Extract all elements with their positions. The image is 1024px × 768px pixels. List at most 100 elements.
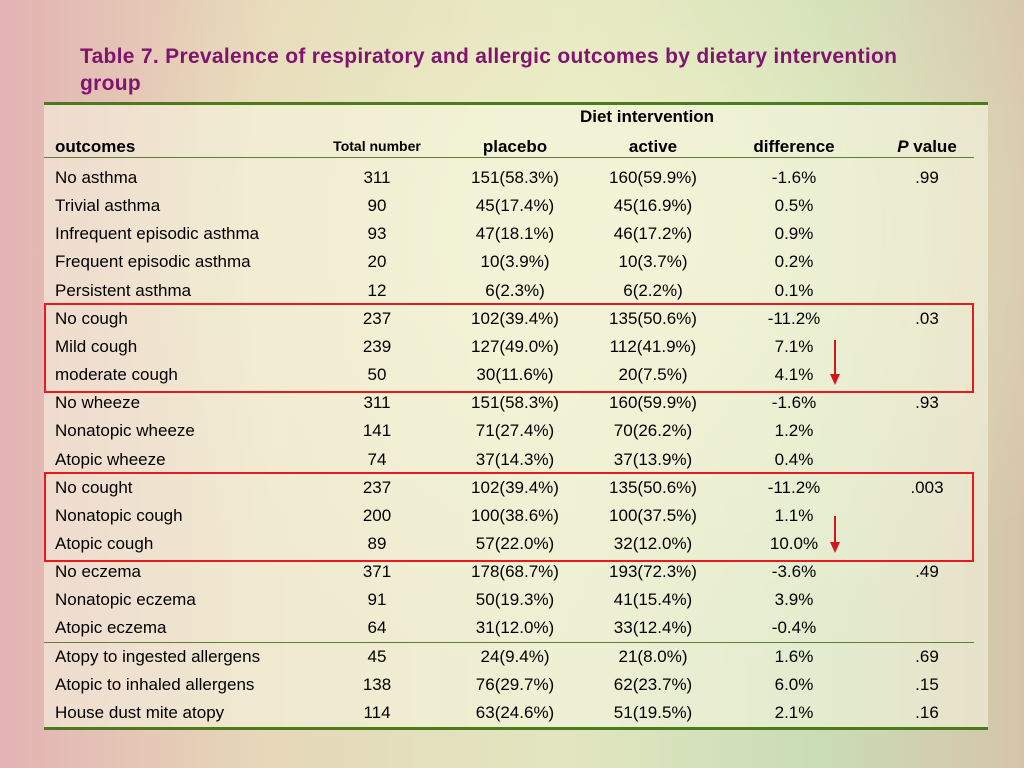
table-cell: 51(19.5%) (613, 702, 693, 722)
table-cell: 1.6% (774, 646, 814, 666)
table-cell: 135(50.6%) (609, 477, 697, 497)
table-cell: 141 (362, 421, 392, 441)
table-cell: 0.9% (774, 224, 814, 244)
table-cell: 237 (362, 477, 392, 497)
p-value: .93 (915, 393, 939, 413)
table-cell: 193(72.3%) (609, 562, 697, 582)
row-label: Frequent episodic asthma (55, 252, 251, 272)
table-cell: 89 (367, 533, 387, 553)
table-cell: 7.1% (774, 336, 814, 356)
table-cell: 20(7.5%) (618, 365, 688, 385)
table-cell: 114 (363, 702, 391, 722)
row-label: Nonatopic cough (55, 505, 183, 525)
table-cell: -1.6% (771, 168, 817, 187)
p-value: .003 (910, 477, 944, 497)
table-cell: 127(49.0%) (471, 336, 559, 356)
row-label: House dust mite atopy (55, 702, 225, 722)
table-cell: 50(19.3%) (475, 590, 555, 610)
row-label: Atopy to ingested allergens (55, 646, 261, 666)
table-cell: 100(38.6%) (471, 505, 559, 525)
table-cell: 151(58.3%) (471, 168, 559, 187)
table-cell: 37(13.9%) (613, 449, 693, 469)
table-cell: 70(26.2%) (613, 421, 693, 441)
table-cell: 1.2% (774, 421, 814, 441)
table-cell: 160(59.9%) (609, 393, 697, 413)
table-cell: 0.4% (774, 449, 814, 469)
table-cell: 62(23.7%) (613, 674, 693, 694)
table-cell: 32(12.0%) (613, 533, 693, 553)
p-value: .16 (915, 702, 939, 722)
table-cell: 46(17.2%) (613, 224, 693, 244)
table-cell: 90 (367, 196, 387, 216)
column-header: placebo (482, 137, 548, 156)
table-cell: 6(2.2%) (623, 280, 683, 300)
table-cell: 30(11.6%) (476, 365, 554, 385)
table-cell: 1.1% (774, 505, 814, 525)
table-cell: 178(68.7%) (471, 562, 559, 582)
p-value: .03 (915, 308, 939, 328)
group-header: Diet intervention (579, 107, 715, 126)
row-label: No eczema (55, 562, 141, 582)
table-cell: 10.0% (769, 533, 819, 553)
column-header: active (628, 137, 678, 156)
row-label: No cought (55, 477, 133, 497)
table-cell: 0.1% (774, 280, 814, 300)
row-label: No wheeze (55, 393, 141, 413)
highlight-box (44, 472, 974, 562)
row-label: Infrequent episodic asthma (55, 224, 260, 244)
p-value: .69 (915, 646, 939, 666)
down-arrow (830, 340, 840, 385)
table-cell: -11.2% (767, 477, 821, 497)
column-header: difference (753, 137, 835, 156)
row-label: No cough (55, 308, 128, 328)
table-cell: 0.5% (774, 196, 814, 216)
table-cell: -1.6% (771, 393, 817, 413)
down-arrow (830, 516, 840, 553)
table-cell: 151(58.3%) (471, 393, 559, 413)
row-label: No asthma (55, 168, 138, 187)
slide-title: Table 7. Prevalence of respiratory and a… (80, 45, 898, 95)
bottom-rule (44, 727, 988, 730)
table-cell: 237 (362, 308, 392, 328)
row-label: Atopic to inhaled allergens (55, 674, 255, 694)
table-cell: 102(39.4%) (471, 477, 559, 497)
table-cell: 45 (367, 646, 387, 666)
row-label: Nonatopic eczema (55, 590, 196, 610)
table-cell: 64 (367, 618, 387, 638)
table-cell: 45(17.4%) (475, 196, 555, 216)
table-cell: 91 (367, 590, 387, 610)
table-cell: 20 (367, 252, 387, 272)
top-rule (44, 102, 988, 105)
row-label: Mild cough (55, 336, 138, 356)
table-cell: 24(9.4%) (480, 646, 550, 666)
table-cell: -11.2% (767, 308, 821, 328)
table-cell: 6(2.3%) (485, 280, 545, 300)
p-text: value (913, 137, 957, 156)
table-cell: 138 (362, 674, 392, 694)
table-cell: 100(37.5%) (609, 505, 697, 525)
table-cell: 93 (367, 224, 387, 244)
highlight-box (44, 303, 974, 393)
header-rule (44, 157, 974, 158)
table-cell: 41(15.4%) (613, 590, 693, 610)
table-cell: 311 (363, 393, 391, 413)
table-cell: 2.1% (774, 702, 814, 722)
table-cell: 12 (367, 280, 387, 300)
p-value: .15 (915, 674, 939, 694)
table-cell: 6.0% (774, 674, 814, 694)
table-cell: 21(8.0%) (618, 646, 688, 666)
table-cell: 71(27.4%) (475, 421, 555, 441)
table-cell: 31(12.0%) (475, 618, 555, 638)
column-header: P value (897, 137, 957, 157)
table-cell: 74 (367, 449, 387, 469)
table-cell: 160(59.9%) (609, 168, 697, 187)
table-cell: 112(41.9%) (609, 336, 697, 356)
row-label: Atopic wheeze (55, 449, 166, 469)
p-symbol: P (897, 137, 909, 156)
table-cell: 371 (362, 562, 392, 582)
p-value: .99 (915, 168, 939, 187)
table-cell: 200 (362, 505, 392, 525)
table-cell: 102(39.4%) (471, 308, 559, 328)
